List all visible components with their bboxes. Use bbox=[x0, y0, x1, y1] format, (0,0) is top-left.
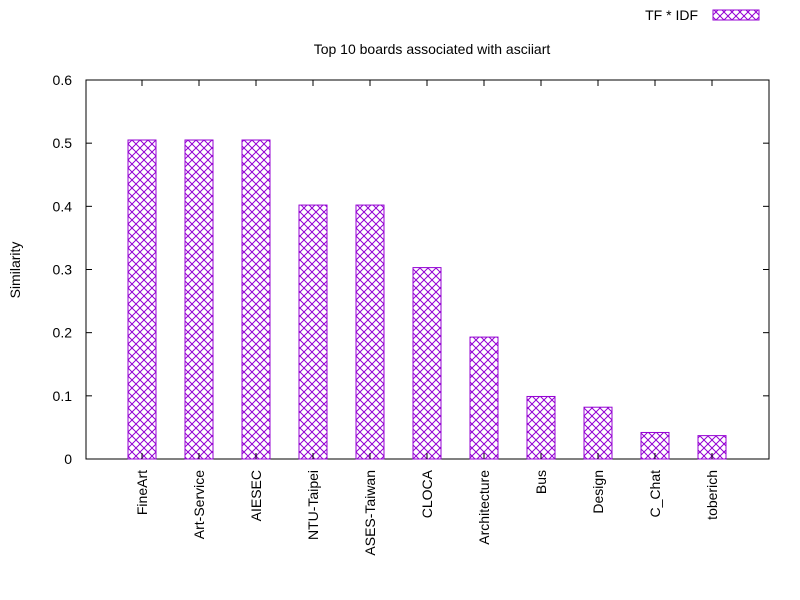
bar-cloca bbox=[412, 267, 442, 460]
bar-fineart bbox=[127, 139, 157, 460]
x-tick-label: C_Chat bbox=[647, 470, 663, 518]
y-tick-label: 0.5 bbox=[53, 135, 73, 151]
legend-label: TF * IDF bbox=[645, 7, 698, 23]
legend-swatch bbox=[712, 9, 760, 21]
y-tick-label: 0.6 bbox=[53, 72, 73, 88]
legend: TF * IDF bbox=[645, 7, 760, 23]
x-tick-label: AIESEC bbox=[248, 470, 264, 521]
x-tick-label: Art-Service bbox=[191, 470, 207, 539]
y-tick-label: 0 bbox=[64, 451, 72, 467]
bar-design bbox=[583, 406, 613, 460]
x-tick-label: Bus bbox=[533, 470, 549, 494]
bar-architecture bbox=[469, 336, 499, 460]
y-axis-ticks: 0 0.1 0.2 0.3 0.4 0.5 0.6 bbox=[53, 72, 769, 467]
x-tick-label: Architecture bbox=[476, 470, 492, 545]
x-tick-label: NTU-Taipei bbox=[305, 470, 321, 540]
x-tick-label: FineArt bbox=[134, 470, 150, 515]
chart-title: Top 10 boards associated with asciiart bbox=[314, 41, 551, 57]
y-axis-label: Similarity bbox=[7, 242, 23, 299]
y-tick-label: 0.1 bbox=[53, 388, 73, 404]
x-tick-label: ASES-Taiwan bbox=[362, 470, 378, 556]
bar-ases-taiwan bbox=[355, 204, 385, 460]
x-tick-label: CLOCA bbox=[419, 469, 435, 518]
bar-aiesec bbox=[241, 139, 271, 460]
bar-ntu-taipei bbox=[298, 204, 328, 460]
x-axis-ticks: FineArt Art-Service AIESEC NTU-Taipei ASES-T… bbox=[134, 80, 720, 556]
bar-bus bbox=[526, 395, 556, 460]
x-tick-label: toberich bbox=[704, 470, 720, 520]
y-tick-label: 0.4 bbox=[53, 198, 73, 214]
bars bbox=[127, 139, 727, 460]
bar-art-service bbox=[184, 139, 214, 460]
y-tick-label: 0.2 bbox=[53, 325, 73, 341]
x-tick-label: Design bbox=[590, 470, 606, 514]
y-tick-label: 0.3 bbox=[53, 262, 73, 278]
